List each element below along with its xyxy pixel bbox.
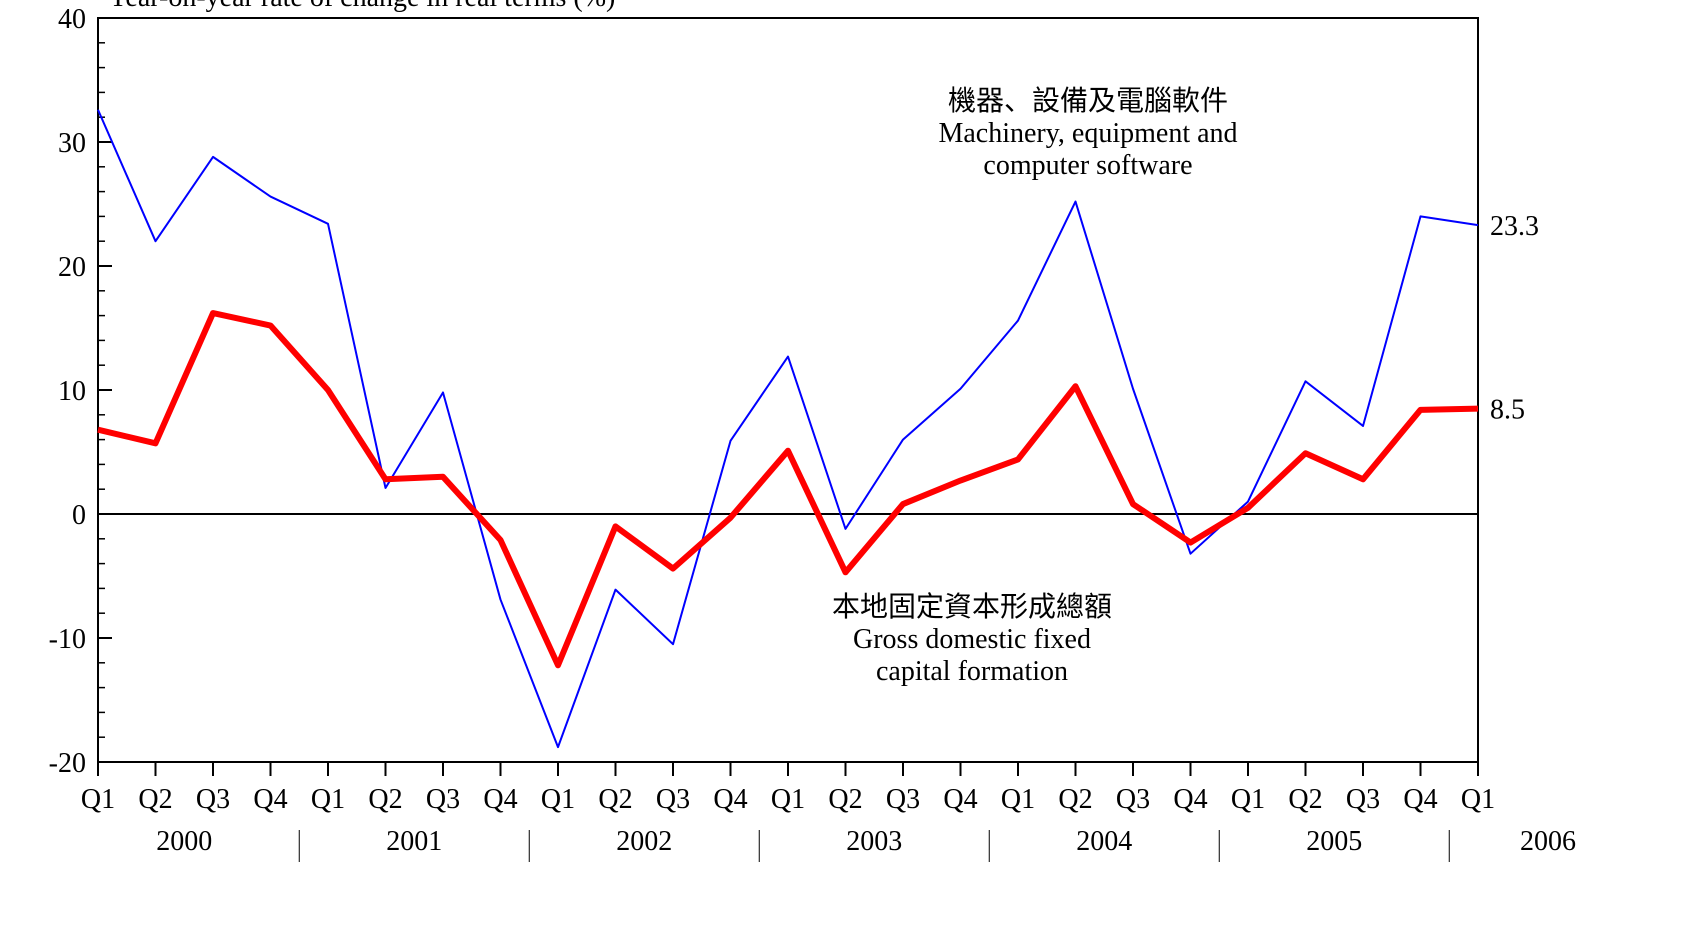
- x-tick-label: Q4: [1403, 784, 1437, 815]
- y-tick-label: 20: [58, 252, 86, 283]
- series-annotation: 本地固定資本形成總額: [832, 591, 1112, 623]
- chart-title: Year-on-year rate of change in real term…: [108, 0, 615, 13]
- x-tick-label: Q1: [1001, 784, 1035, 815]
- x-tick-label: Q3: [426, 784, 460, 815]
- x-tick-label: Q3: [196, 784, 230, 815]
- x-tick-label: Q4: [713, 784, 747, 815]
- series-line: [97, 109, 1479, 749]
- end-value-label: 23.3: [1490, 211, 1539, 242]
- x-tick-label: Q2: [138, 784, 172, 815]
- x-tick-label: Q2: [1058, 784, 1092, 815]
- x-tick-label: Q2: [1288, 784, 1322, 815]
- plot-frame: [97, 17, 1479, 763]
- y-tick-label: 30: [58, 128, 86, 159]
- x-tick-label: Q4: [253, 784, 287, 815]
- x-tick-label: Q4: [943, 784, 977, 815]
- year-label: 2001: [386, 826, 442, 857]
- x-tick-label: Q2: [368, 784, 402, 815]
- x-tick-label: Q2: [828, 784, 862, 815]
- y-tick-label: -20: [49, 748, 86, 779]
- y-tick-label: 40: [58, 4, 86, 35]
- series-annotation: Machinery, equipment and: [938, 118, 1237, 149]
- y-tick-label: 0: [72, 500, 86, 531]
- x-tick-label: Q1: [541, 784, 575, 815]
- year-label: 2000: [156, 826, 212, 857]
- year-label: 2002: [616, 826, 672, 857]
- year-label: 2006: [1520, 826, 1576, 857]
- x-tick-label: Q2: [598, 784, 632, 815]
- x-tick-label: Q1: [1231, 784, 1265, 815]
- x-tick-label: Q3: [1116, 784, 1150, 815]
- y-tick-label: 10: [58, 376, 86, 407]
- x-tick-label: Q3: [656, 784, 690, 815]
- series-annotation: Gross domestic fixed: [853, 624, 1091, 655]
- x-tick-label: Q1: [1461, 784, 1495, 815]
- series-annotation: 機器、設備及電腦軟件: [948, 85, 1228, 117]
- series-line: [97, 310, 1479, 669]
- year-label: 2004: [1076, 826, 1132, 857]
- x-tick-label: Q4: [483, 784, 517, 815]
- x-tick-label: Q3: [886, 784, 920, 815]
- x-tick-label: Q1: [771, 784, 805, 815]
- x-tick-label: Q1: [81, 784, 115, 815]
- x-tick-label: Q3: [1346, 784, 1380, 815]
- year-label: 2005: [1306, 826, 1362, 857]
- series-annotation: computer software: [983, 150, 1192, 181]
- y-tick-label: -10: [49, 624, 86, 655]
- year-label: 2003: [846, 826, 902, 857]
- x-tick-label: Q4: [1173, 784, 1207, 815]
- end-value-label: 8.5: [1490, 395, 1525, 426]
- series-annotation: capital formation: [876, 656, 1068, 687]
- x-tick-label: Q1: [311, 784, 345, 815]
